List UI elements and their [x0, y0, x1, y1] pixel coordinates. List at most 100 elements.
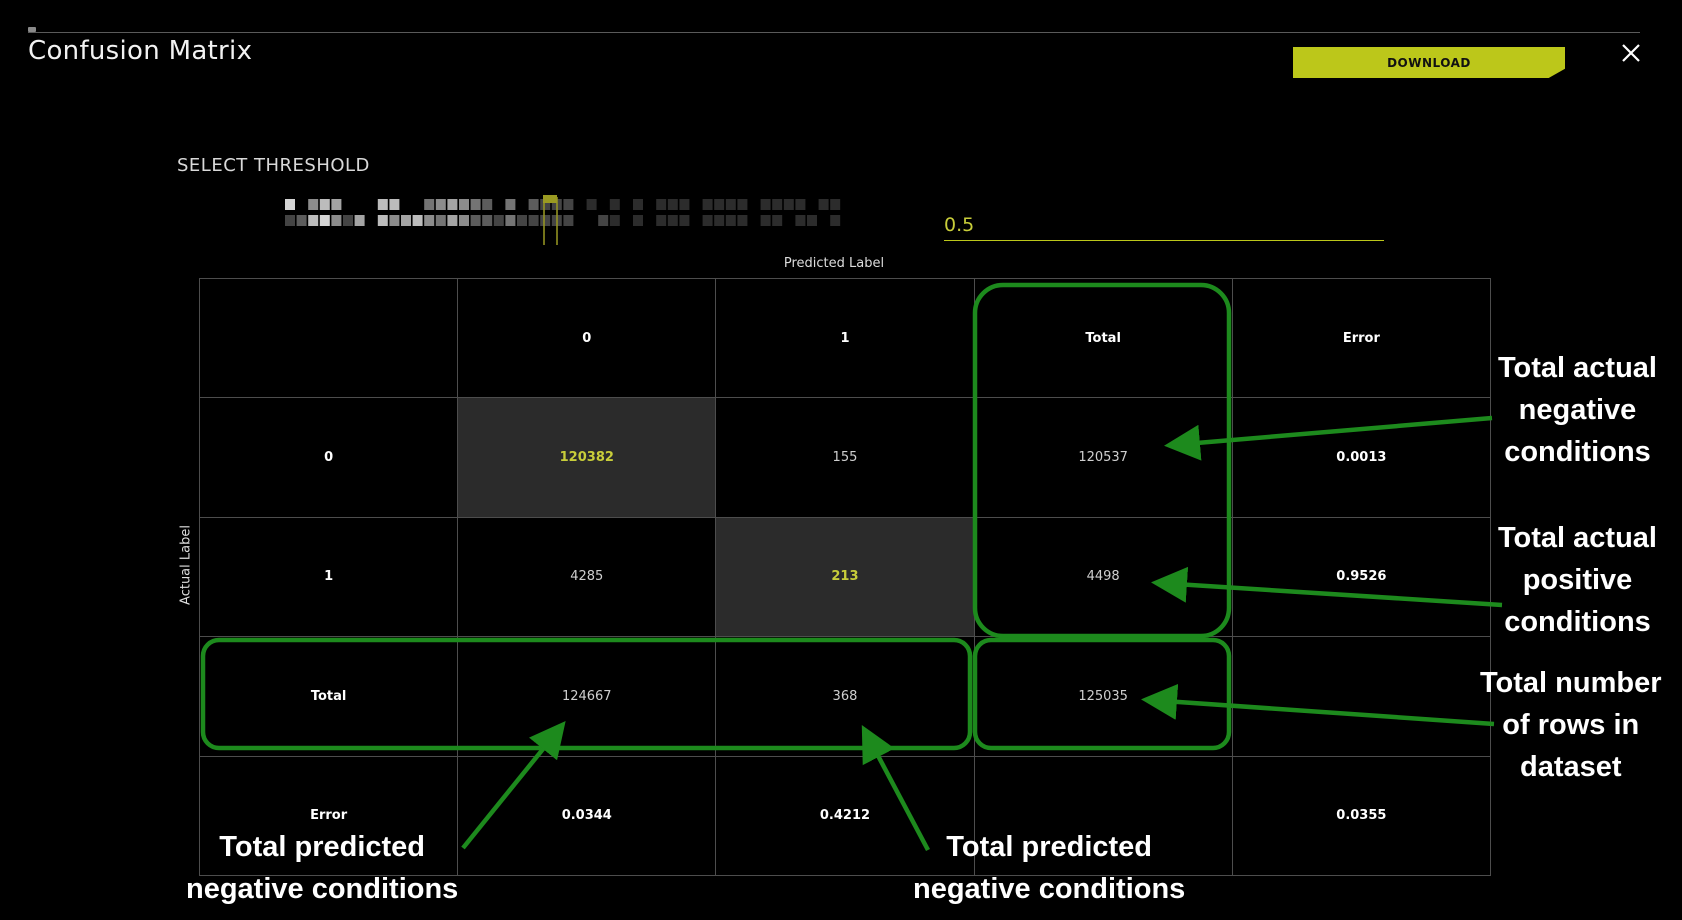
histogram-cell	[424, 199, 435, 210]
predicted-0-error-cell: 0.0344	[457, 755, 717, 877]
annotation-line: Total predicted	[219, 831, 426, 863]
histogram-cell	[667, 215, 678, 226]
histogram-cell	[563, 199, 574, 210]
histogram-cell	[714, 199, 725, 210]
histogram-cell	[435, 215, 446, 226]
histogram-cell	[459, 215, 469, 226]
header-predicted-0: 0	[457, 277, 717, 399]
close-icon[interactable]	[1617, 38, 1645, 68]
histogram-cell	[285, 199, 295, 210]
annotation-total-actual-positive: Total actual positive conditions	[1498, 517, 1657, 643]
histogram-cell	[319, 199, 330, 210]
confusion-matrix-table: 0 1 Total Error 0 120382 155 120537 0.00…	[198, 277, 1492, 877]
histogram-cell	[354, 215, 365, 226]
histogram-cell	[679, 199, 690, 210]
histogram-cell	[540, 215, 551, 226]
threshold-histogram-slider[interactable]	[285, 195, 845, 245]
histogram-cell	[377, 199, 388, 210]
annotation-line: of rows in	[1502, 709, 1640, 741]
histogram-cell	[447, 199, 458, 210]
histogram-cell	[807, 215, 817, 226]
overall-error-cell: 0.0355	[1231, 755, 1492, 877]
histogram-cell	[760, 199, 771, 210]
histogram-cell	[714, 215, 725, 226]
histogram-cell	[725, 215, 736, 226]
header-predicted-1: 1	[715, 277, 975, 399]
histogram-cell	[517, 215, 527, 226]
top-divider	[28, 32, 1640, 33]
histogram-cell	[401, 215, 411, 226]
matrix-row-actual-1: 1 4285 213 4498 0.9526	[198, 516, 1492, 638]
histogram-cell	[679, 215, 690, 226]
histogram-cell	[540, 199, 551, 210]
histogram-cell	[435, 199, 446, 210]
histogram-cell	[609, 199, 620, 210]
error-total-empty-cell	[973, 755, 1233, 877]
row-0-total-cell: 120537	[973, 397, 1233, 518]
histogram-cell	[598, 215, 609, 226]
matrix-header-row: 0 1 Total Error	[198, 277, 1492, 399]
histogram-cell	[331, 215, 342, 226]
false-positive-cell: 155	[715, 397, 975, 518]
download-button[interactable]: DOWNLOAD	[1293, 47, 1565, 78]
histogram-cell	[725, 199, 736, 210]
top-edge-marker	[28, 27, 36, 32]
annotation-total-actual-negative: Total actual negative conditions	[1498, 347, 1657, 473]
histogram-cell	[528, 215, 539, 226]
row-label-error: Error	[198, 755, 459, 877]
histogram-cell	[447, 215, 458, 226]
grand-total-cell: 125035	[973, 636, 1233, 757]
histogram-cell	[633, 199, 643, 210]
annotation-line: conditions	[1504, 606, 1651, 638]
histogram-cell	[493, 215, 504, 226]
histogram-cell	[308, 215, 319, 226]
histogram-cell	[783, 199, 794, 210]
histogram-cell	[795, 199, 806, 210]
histogram-cell	[737, 215, 748, 226]
predicted-1-error-cell: 0.4212	[715, 755, 975, 877]
histogram-cell	[830, 215, 841, 226]
row-label-actual-0: 0	[198, 397, 459, 518]
threshold-label: SELECT THRESHOLD	[177, 155, 370, 176]
histogram-cell	[633, 215, 643, 226]
histogram-cell	[424, 215, 435, 226]
true-positive-cell: 213	[715, 516, 975, 638]
annotation-line: Total number	[1480, 667, 1662, 699]
histogram-cell	[772, 215, 783, 226]
histogram-cell	[389, 215, 400, 226]
histogram-cell	[470, 215, 481, 226]
threshold-slider-handle	[543, 195, 557, 203]
annotation-line: conditions	[1504, 436, 1651, 468]
total-error-empty-cell	[1231, 636, 1492, 757]
annotation-line: negative conditions	[913, 873, 1186, 905]
histogram-cell	[609, 215, 620, 226]
header-error: Error	[1231, 277, 1492, 399]
row-label-actual-1: 1	[198, 516, 459, 638]
histogram-cell	[296, 215, 307, 226]
histogram-cell	[319, 215, 330, 226]
histogram-cell	[505, 199, 516, 210]
threshold-input-wrapper	[944, 210, 1384, 241]
threshold-input[interactable]	[944, 210, 1384, 240]
histogram-cell	[412, 215, 423, 226]
annotation-line: Total predicted	[946, 831, 1153, 863]
histogram-cell	[702, 199, 713, 210]
annotation-line: Total actual	[1498, 522, 1657, 554]
histogram-cell	[389, 199, 400, 210]
annotation-line: dataset	[1519, 751, 1622, 783]
false-negative-cell: 4285	[457, 516, 717, 638]
row-1-error-cell: 0.9526	[1231, 516, 1492, 638]
histogram-cell	[528, 199, 539, 210]
annotation-total-predicted-right: Total predicted negative conditions	[913, 826, 1185, 910]
row-1-total-cell: 4498	[973, 516, 1233, 638]
matrix-corner-cell	[198, 277, 459, 399]
matrix-row-total: Total 124667 368 125035	[198, 636, 1492, 757]
histogram-cell	[482, 199, 493, 210]
annotation-line: negative	[1518, 394, 1637, 426]
annotation-total-rows: Total number of rows in dataset	[1480, 662, 1662, 788]
predicted-0-total-cell: 124667	[457, 636, 717, 757]
predicted-1-total-cell: 368	[715, 636, 975, 757]
row-0-error-cell: 0.0013	[1231, 397, 1492, 518]
histogram-cell	[308, 199, 319, 210]
histogram-cell	[482, 215, 493, 226]
